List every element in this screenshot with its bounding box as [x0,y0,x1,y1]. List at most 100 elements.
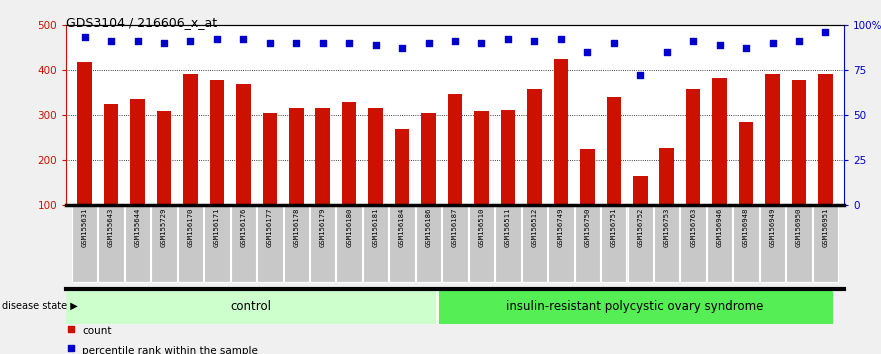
Text: GSM156753: GSM156753 [663,208,670,247]
Bar [766,74,780,205]
Bar [606,97,621,205]
Point [395,45,409,51]
Bar [580,149,595,205]
FancyBboxPatch shape [469,206,494,282]
Text: GSM156951: GSM156951 [823,208,828,247]
Point [263,40,277,46]
Text: GSM156170: GSM156170 [188,208,194,247]
FancyBboxPatch shape [257,206,283,282]
Point [328,275,342,281]
Text: control: control [231,300,272,313]
Point [210,36,224,42]
Text: GSM156179: GSM156179 [320,208,326,247]
Point [104,38,118,44]
Text: GSM156763: GSM156763 [690,208,696,247]
FancyBboxPatch shape [601,206,626,282]
Point [792,38,806,44]
Text: GSM156751: GSM156751 [611,208,617,247]
Point [183,38,197,44]
FancyBboxPatch shape [442,206,468,282]
Text: GSM155631: GSM155631 [82,208,87,247]
Bar [157,110,171,205]
FancyBboxPatch shape [99,206,123,282]
Point [78,35,92,40]
FancyBboxPatch shape [733,206,759,282]
Point [236,36,250,42]
Bar [553,59,568,205]
FancyBboxPatch shape [310,206,336,282]
Point [607,40,621,46]
Text: GSM156184: GSM156184 [399,208,405,247]
Bar [500,110,515,205]
Text: GSM156950: GSM156950 [796,208,802,247]
Text: GSM155643: GSM155643 [108,208,114,247]
Point [528,38,542,44]
Point [766,40,780,46]
Text: GSM156176: GSM156176 [241,208,247,247]
Bar [236,84,250,205]
Text: GDS3104 / 216606_x_at: GDS3104 / 216606_x_at [66,16,218,29]
Text: GSM156752: GSM156752 [637,208,643,247]
Bar [713,78,727,205]
Text: GSM156749: GSM156749 [558,208,564,247]
Point [448,38,462,44]
Point [342,40,356,46]
FancyBboxPatch shape [680,206,706,282]
Text: GSM156511: GSM156511 [505,208,511,247]
FancyBboxPatch shape [813,206,838,282]
Point [368,42,382,47]
FancyBboxPatch shape [231,206,256,282]
Bar [315,108,330,205]
Bar [739,122,753,205]
Bar [130,99,144,205]
FancyBboxPatch shape [178,206,204,282]
Bar [210,80,224,205]
Point [157,40,171,46]
Text: GSM156510: GSM156510 [478,208,485,247]
Bar [660,148,674,205]
FancyBboxPatch shape [495,206,521,282]
FancyBboxPatch shape [66,289,436,324]
FancyBboxPatch shape [707,206,732,282]
Text: disease state ▶: disease state ▶ [2,301,78,311]
Point [739,45,753,51]
FancyBboxPatch shape [284,206,309,282]
Bar [289,108,304,205]
Text: GSM155729: GSM155729 [161,208,167,247]
FancyBboxPatch shape [436,289,833,324]
Point [130,38,144,44]
Point [581,49,595,55]
Text: GSM156177: GSM156177 [267,208,273,247]
Text: GSM156178: GSM156178 [293,208,300,247]
Text: GSM156171: GSM156171 [214,208,220,247]
Point [633,73,648,78]
Bar [368,108,383,205]
Bar [421,113,436,205]
Text: percentile rank within the sample: percentile rank within the sample [82,346,258,354]
FancyBboxPatch shape [787,206,811,282]
Bar [395,129,410,205]
Text: GSM156187: GSM156187 [452,208,458,247]
Bar [104,104,118,205]
FancyBboxPatch shape [574,206,600,282]
Text: GSM156948: GSM156948 [743,208,749,247]
Point [501,36,515,42]
Bar [78,62,92,205]
Bar [342,102,357,205]
FancyBboxPatch shape [654,206,679,282]
FancyBboxPatch shape [627,206,653,282]
FancyBboxPatch shape [548,206,574,282]
Text: GSM156180: GSM156180 [346,208,352,247]
Text: GSM156750: GSM156750 [584,208,590,247]
Bar [448,94,463,205]
Point [475,40,489,46]
FancyBboxPatch shape [522,206,547,282]
Point [713,42,727,47]
FancyBboxPatch shape [416,206,441,282]
Bar [183,74,197,205]
Text: GSM156949: GSM156949 [770,208,775,247]
Bar [633,176,648,205]
Point [328,102,342,107]
FancyBboxPatch shape [72,206,97,282]
Text: count: count [82,326,111,336]
